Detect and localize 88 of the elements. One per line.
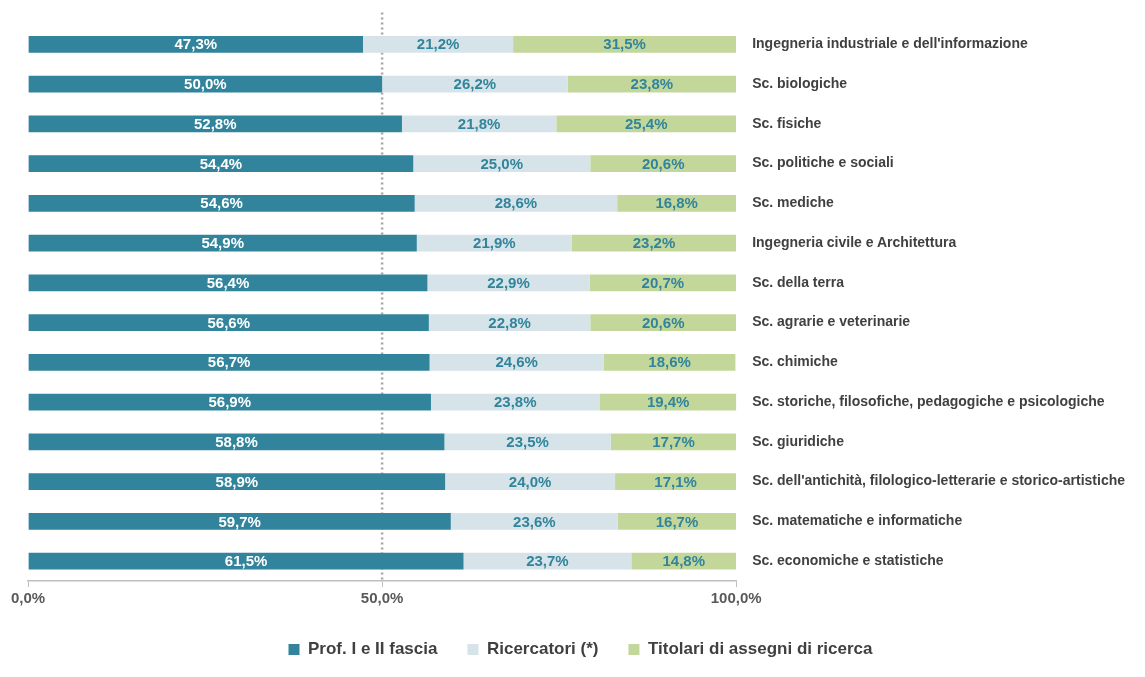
y-tick-label: Sc. politiche e sociali — [752, 154, 894, 171]
data-label: 23,2% — [632, 234, 676, 252]
x-tick-label: 50,0% — [360, 589, 404, 607]
data-label: 54,9% — [201, 234, 244, 252]
bar — [28, 314, 429, 331]
data-label: 52,8% — [193, 114, 237, 132]
bar — [427, 274, 590, 292]
data-label: 14,8% — [662, 552, 706, 570]
data-label: 56,6% — [207, 313, 250, 331]
data-label: 59,7% — [218, 512, 261, 530]
bar — [28, 513, 451, 530]
bar — [414, 194, 618, 212]
data-label: 21,9% — [473, 234, 516, 252]
bar — [556, 115, 737, 133]
bar — [28, 234, 417, 252]
bar — [28, 473, 446, 490]
bar — [28, 155, 414, 172]
legend-label: Titolari di assegni di ricerca — [647, 639, 874, 659]
y-tick-label: Sc. matematiche e informatiche — [752, 512, 963, 529]
data-label: 28,6% — [494, 194, 538, 212]
bar — [513, 35, 737, 53]
y-tick-label: Sc. storiche, filosofiche, pedagogiche e psicologiche — [752, 392, 1105, 409]
data-label: 23,5% — [506, 432, 549, 450]
x-tick-label: 0,0% — [10, 589, 46, 607]
y-tick-label: Sc. agrarie e veterinarie — [752, 313, 911, 330]
data-label: 21,8% — [457, 114, 501, 132]
data-label: 54,6% — [200, 194, 243, 212]
bar — [28, 115, 402, 133]
data-label: 17,7% — [652, 432, 695, 450]
data-label: 20,6% — [641, 313, 685, 331]
y-tick-label: Ingegneria civile e Architettura — [752, 233, 957, 250]
bar — [28, 35, 363, 53]
data-label: 16,7% — [655, 512, 699, 530]
data-label: 47,3% — [174, 35, 218, 53]
data-label: 56,9% — [208, 393, 252, 411]
bar — [28, 393, 431, 411]
data-label: 19,4% — [646, 393, 690, 411]
bar — [28, 552, 464, 570]
bar — [401, 115, 557, 133]
data-label: 25,4% — [624, 114, 668, 132]
data-label: 23,8% — [493, 393, 537, 411]
data-label: 58,9% — [215, 472, 259, 490]
data-label: 20,7% — [641, 273, 685, 291]
data-label: 26,2% — [453, 75, 497, 93]
bar — [413, 155, 591, 172]
y-tick-label: Sc. giuridiche — [752, 432, 845, 449]
bar — [589, 274, 737, 292]
data-label: 20,6% — [641, 154, 685, 172]
bar — [445, 473, 616, 490]
data-label: 22,8% — [488, 313, 531, 331]
data-label: 50,0% — [184, 75, 227, 93]
bar — [28, 433, 445, 451]
data-label: 17,1% — [654, 472, 697, 490]
legend-label: Ricercatori (*) — [486, 639, 599, 659]
data-label: 22,9% — [487, 273, 530, 291]
data-label: 23,7% — [526, 552, 569, 570]
data-label: 54,4% — [199, 154, 243, 172]
y-tick-label: Sc. chimiche — [752, 353, 838, 370]
bar — [28, 194, 415, 212]
data-label: 24,0% — [508, 472, 552, 490]
legend-label: Prof. I e II fascia — [308, 639, 438, 659]
bar — [429, 353, 604, 371]
data-label: 18,6% — [648, 353, 691, 371]
data-label: 24,6% — [495, 353, 538, 371]
bar — [28, 274, 428, 292]
data-label: 31,5% — [603, 35, 646, 53]
y-tick-label: Sc. biologiche — [752, 74, 848, 91]
y-tick-label: Sc. economiche e statistiche — [752, 551, 944, 568]
data-label: 23,6% — [513, 512, 556, 530]
y-tick-label: Sc. della terra — [752, 273, 845, 290]
data-label: 16,8% — [655, 194, 698, 212]
data-label: 61,5% — [224, 552, 268, 570]
data-label: 25,0% — [480, 154, 524, 172]
bar — [428, 314, 591, 331]
y-tick-label: Ingegneria industriale e dell'informazione — [752, 35, 1028, 52]
data-label: 56,4% — [206, 273, 250, 291]
data-label: 58,8% — [215, 432, 258, 450]
data-label: 21,2% — [416, 35, 460, 53]
bar — [363, 35, 514, 53]
bar — [28, 353, 430, 371]
data-label: 23,8% — [630, 75, 674, 93]
bar — [28, 75, 383, 93]
bar — [450, 513, 618, 530]
y-tick-label: Sc. dell'antichità, filologico-letterarie e storico-artistiche — [752, 472, 1126, 489]
x-tick-label: 100,0% — [710, 589, 762, 607]
y-tick-label: Sc. mediche — [752, 194, 835, 211]
data-label: 56,7% — [207, 353, 251, 371]
y-tick-label: Sc. fisiche — [752, 114, 822, 131]
